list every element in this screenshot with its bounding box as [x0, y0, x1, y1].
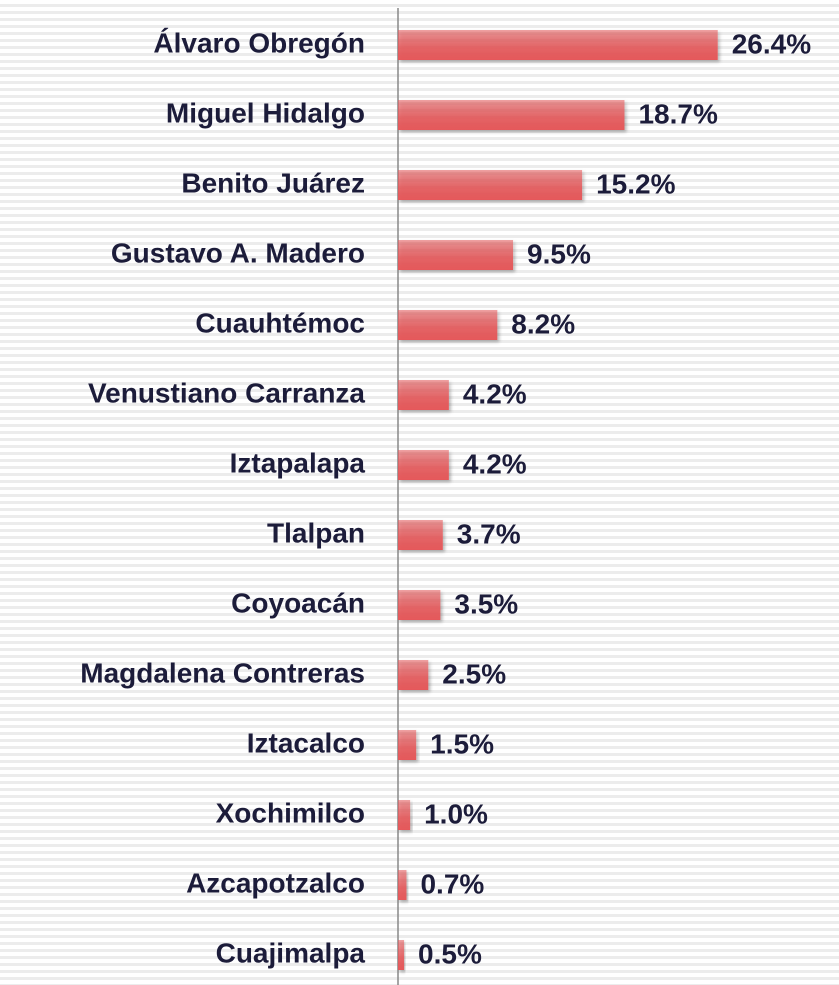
- bar: [398, 170, 583, 200]
- bar: [398, 30, 718, 60]
- category-label: Álvaro Obregón: [153, 27, 365, 58]
- bar: [398, 310, 498, 340]
- value-label: 4.2%: [463, 448, 527, 479]
- category-label: Iztacalco: [247, 727, 365, 758]
- bar: [398, 800, 411, 830]
- category-label: Cuauhtémoc: [195, 307, 365, 338]
- bar: [398, 870, 407, 900]
- bar: [398, 940, 405, 970]
- category-label: Azcapotzalco: [186, 867, 365, 898]
- category-label: Cuajimalpa: [216, 937, 366, 968]
- value-label: 0.7%: [420, 868, 484, 899]
- value-label: 15.2%: [596, 168, 675, 199]
- category-label: Iztapalapa: [230, 447, 366, 478]
- category-label: Xochimilco: [216, 797, 365, 828]
- bar: [398, 100, 625, 130]
- category-label: Benito Juárez: [181, 167, 365, 198]
- value-label: 9.5%: [527, 238, 591, 269]
- category-label: Magdalena Contreras: [80, 657, 365, 688]
- category-label: Gustavo A. Madero: [111, 237, 365, 268]
- category-label: Venustiano Carranza: [88, 377, 365, 408]
- value-label: 0.5%: [418, 938, 482, 969]
- value-label: 2.5%: [442, 658, 506, 689]
- category-label: Coyoacán: [231, 587, 365, 618]
- value-label: 18.7%: [638, 98, 717, 129]
- bar: [398, 450, 449, 480]
- value-label: 3.7%: [457, 518, 521, 549]
- value-label: 3.5%: [454, 588, 518, 619]
- value-label: 4.2%: [463, 378, 527, 409]
- bar: [398, 240, 514, 270]
- value-label: 1.5%: [430, 728, 494, 759]
- bar: [398, 660, 429, 690]
- bar: [398, 730, 417, 760]
- bar: [398, 590, 441, 620]
- bar: [398, 520, 443, 550]
- category-label: Miguel Hidalgo: [166, 97, 365, 128]
- category-label: Tlalpan: [267, 517, 365, 548]
- value-label: 1.0%: [424, 798, 488, 829]
- value-label: 26.4%: [732, 28, 811, 59]
- value-label: 8.2%: [511, 308, 575, 339]
- bar: [398, 380, 449, 410]
